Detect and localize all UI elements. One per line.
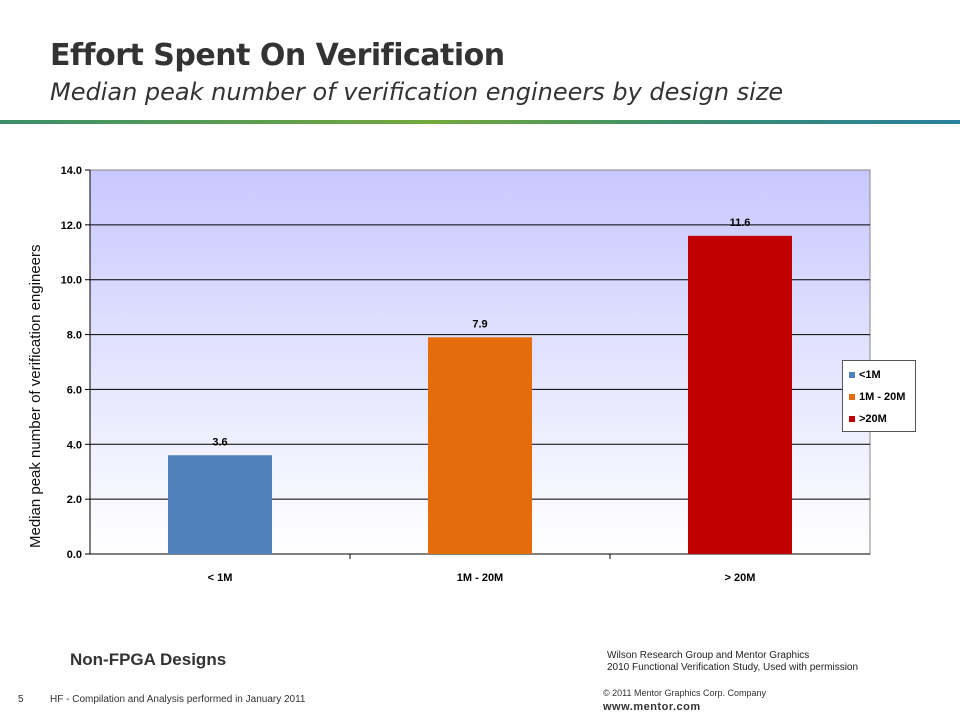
source-citation: Wilson Research Group and Mentor Graphic… (607, 650, 858, 674)
legend-item: <1M (849, 364, 915, 386)
x-tick-label: 1M - 20M (457, 572, 503, 584)
y-tick-label: 8.0 (67, 330, 82, 342)
source-line: 2010 Functional Verification Study, Used… (607, 662, 859, 673)
bar (428, 337, 532, 554)
footer-text: HF - Compilation and Analysis performed … (50, 694, 306, 705)
legend-item: >20M (849, 408, 915, 430)
x-tick-label: < 1M (208, 572, 233, 584)
legend-label: >20M (859, 413, 887, 425)
legend-item: 1M - 20M (849, 386, 915, 408)
source-line: Wilson Research Group and Mentor Graphic… (607, 650, 810, 661)
legend-label: 1M - 20M (859, 391, 906, 403)
y-tick-label: 14.0 (61, 165, 82, 177)
legend-swatch-3 (849, 416, 855, 422)
y-tick-label: 10.0 (61, 275, 82, 287)
chart-legend: <1M 1M - 20M >20M (842, 360, 916, 432)
y-tick-label: 6.0 (67, 384, 82, 396)
legend-swatch-1 (849, 372, 855, 378)
design-type-note: Non-FPGA Designs (70, 650, 227, 669)
data-label: 11.6 (730, 217, 751, 229)
x-tick-label: > 20M (725, 572, 756, 584)
website-link[interactable]: www.mentor.com (603, 701, 701, 713)
data-label: 7.9 (472, 318, 487, 330)
legend-swatch-2 (849, 394, 855, 400)
y-tick-label: 0.0 (67, 549, 82, 561)
page-title: Effort Spent On Verification (50, 38, 505, 73)
y-tick-label: 2.0 (67, 494, 82, 506)
legend-label: <1M (859, 369, 881, 381)
page-subtitle: Median peak number of verification engin… (50, 78, 784, 106)
title-divider (0, 120, 960, 124)
copyright-text: © 2011 Mentor Graphics Corp. Company (603, 688, 767, 698)
y-axis-label: Median peak number of verification engin… (27, 244, 44, 548)
page-number: 5 (18, 694, 24, 705)
bar (688, 235, 792, 555)
data-label: 3.6 (212, 436, 227, 448)
bar (168, 455, 272, 554)
y-tick-label: 12.0 (61, 220, 82, 232)
y-tick-label: 4.0 (67, 439, 82, 451)
